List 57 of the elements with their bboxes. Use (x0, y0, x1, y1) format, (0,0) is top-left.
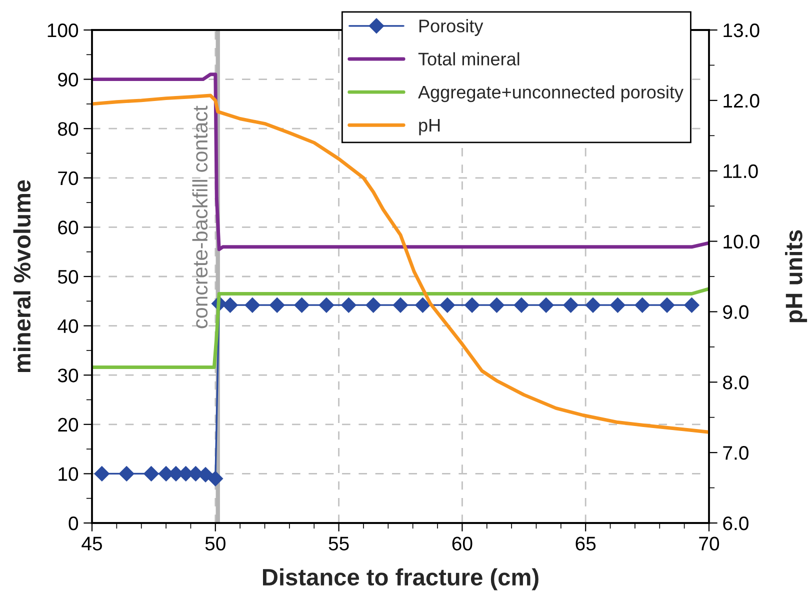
x-tick-label: 50 (205, 536, 226, 550)
point (634, 298, 650, 313)
point (392, 298, 408, 313)
point (464, 298, 480, 313)
point (563, 298, 578, 313)
ref-line-label: concrete-backfill contact (192, 106, 208, 328)
y2-tick-label: 10.0 (724, 234, 760, 249)
y-tick-label: 80 (58, 122, 78, 136)
x-axis-title: Distance to fracture (cm) (263, 568, 538, 590)
y-tick-label: 30 (58, 368, 78, 382)
point (270, 298, 285, 313)
y-tick-label: 70 (58, 171, 78, 186)
point (489, 298, 504, 313)
y-tick-label: 100 (48, 23, 78, 38)
y-tick-label: 0 (68, 516, 78, 530)
point (222, 298, 238, 313)
point (94, 466, 110, 482)
point (208, 471, 223, 486)
legend-label: Porosity (419, 19, 484, 36)
point (415, 298, 430, 313)
point (610, 298, 626, 313)
y-axis-title: mineral %volume (13, 180, 31, 372)
y2-tick-label: 12.0 (724, 94, 760, 108)
y2-tick-label: 9.0 (723, 305, 748, 319)
point (366, 298, 381, 313)
y-tick-label: 10 (58, 467, 78, 481)
point (585, 298, 601, 313)
y-tick-label: 20 (58, 418, 78, 432)
y-tick-label: 60 (58, 220, 78, 234)
point (659, 298, 675, 313)
x-tick-label: 45 (82, 536, 102, 550)
point (294, 298, 310, 313)
legend-label: Aggregate+unconnected porosity (418, 85, 684, 102)
point (538, 298, 554, 313)
point (684, 298, 700, 313)
point (341, 298, 356, 313)
legend-label: Total mineral (418, 52, 520, 66)
y-tick-label: 90 (58, 72, 78, 87)
legend-label: pH (419, 119, 440, 136)
y2-tick-label: 8.0 (723, 376, 748, 390)
point (144, 466, 159, 482)
point (318, 298, 334, 313)
x-tick-label: 65 (576, 536, 596, 550)
point (244, 298, 260, 313)
x-tick-label: 60 (452, 536, 472, 550)
y-tick-label: 40 (58, 319, 78, 334)
point (118, 466, 134, 482)
y2-tick-label: 7.0 (723, 446, 748, 460)
point (514, 298, 529, 313)
x-tick-label: 70 (699, 536, 720, 550)
y2-tick-label: 13.0 (724, 23, 760, 38)
point (440, 298, 455, 313)
y-tick-label: 50 (58, 270, 78, 284)
y2-tick-label: 6.0 (723, 516, 748, 530)
y2-tick-label: 11.0 (724, 164, 758, 178)
x-tick-label: 55 (328, 536, 349, 550)
y2-axis-title: pH units (785, 230, 808, 322)
